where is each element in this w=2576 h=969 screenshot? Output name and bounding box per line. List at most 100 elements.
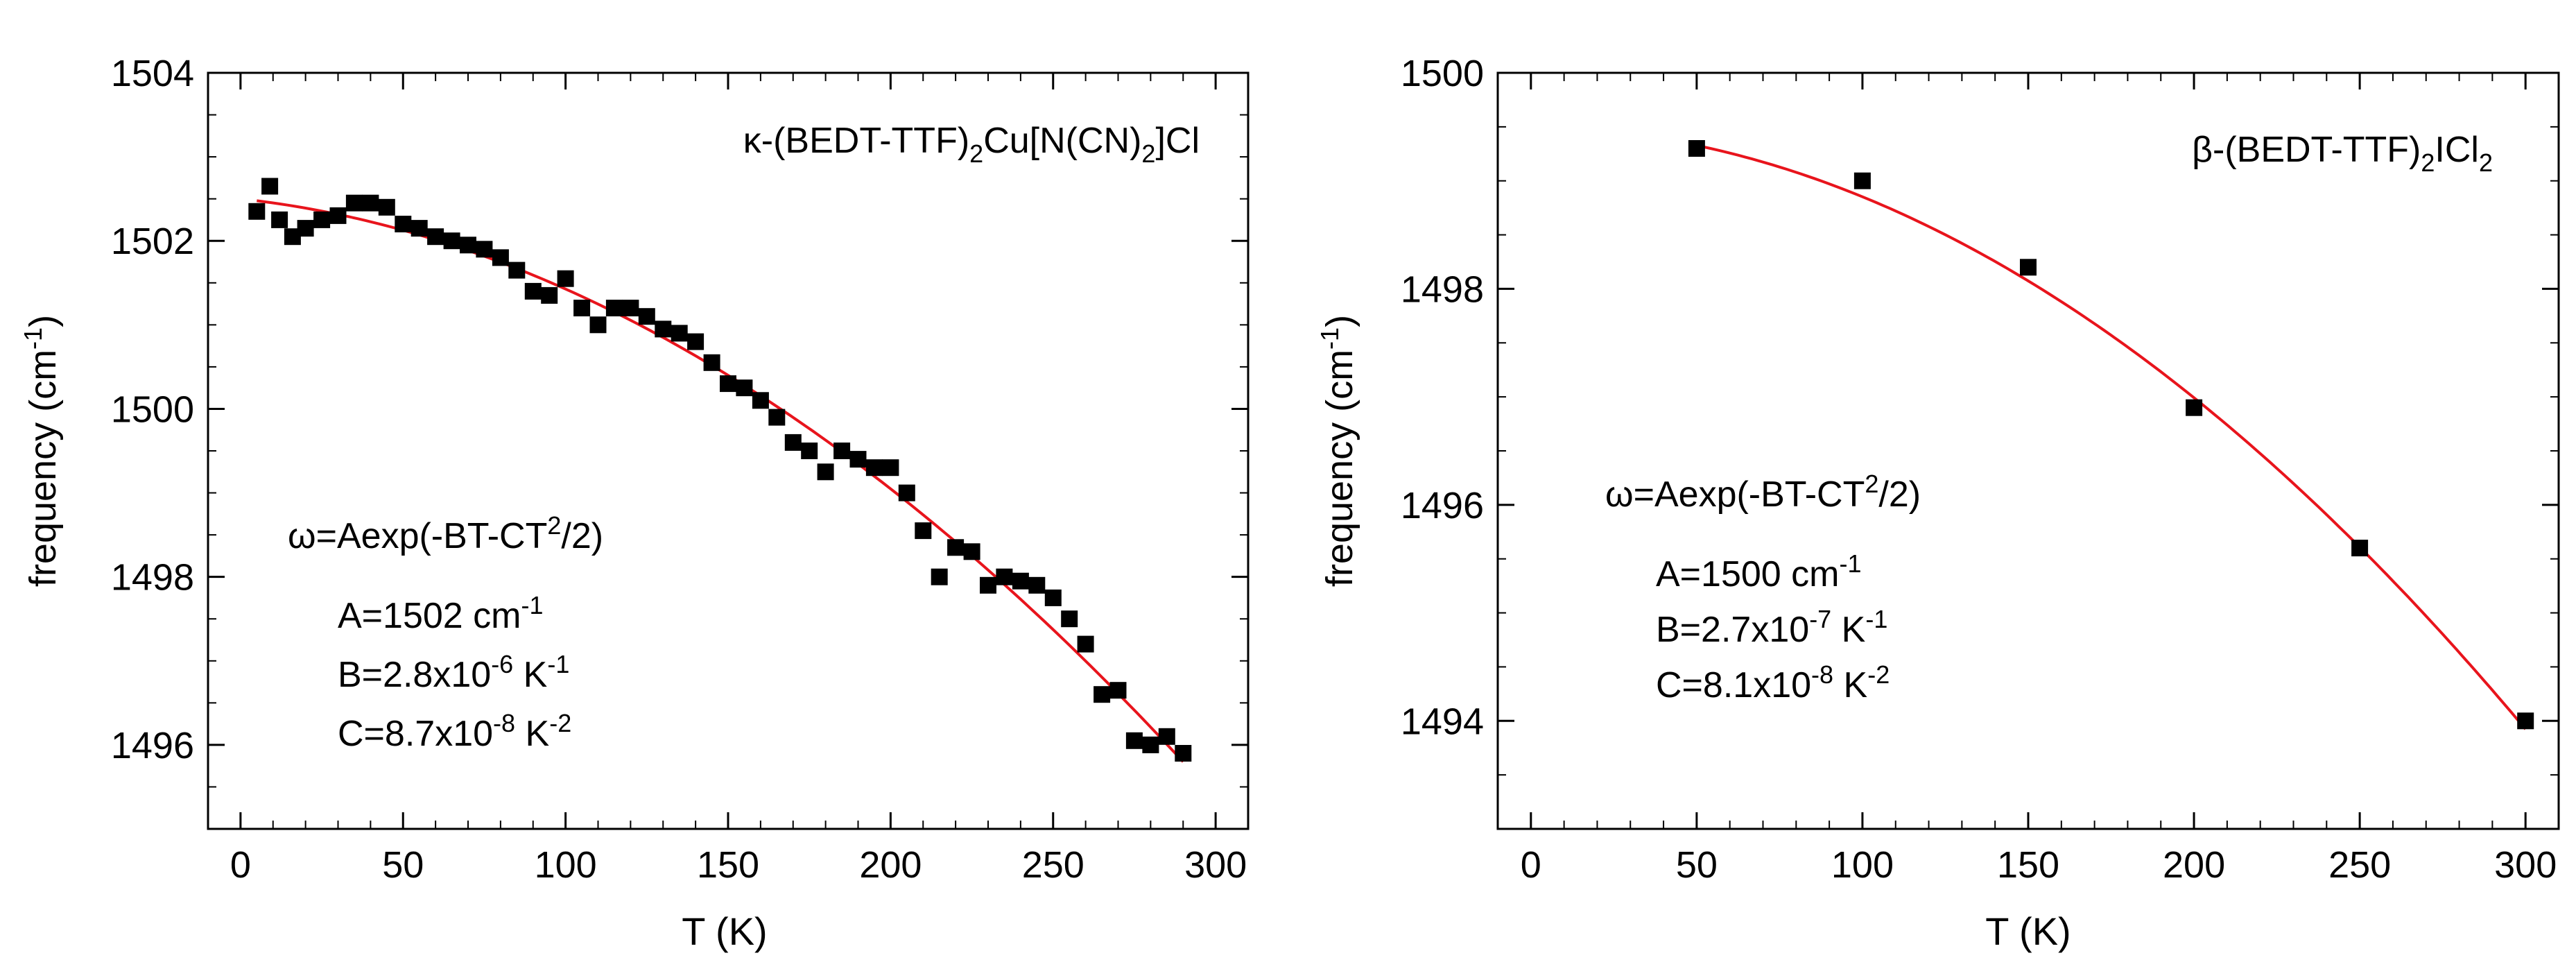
x-tick-label: 50	[382, 844, 424, 886]
formula-sup: 2	[547, 511, 561, 540]
y-tick-label: 1498	[111, 557, 194, 599]
formula-base: ω=Aexp(-BT-CT	[288, 516, 547, 556]
y-tick-label: 1494	[1401, 701, 1484, 742]
data-point	[313, 211, 331, 228]
x-tick-label: 100	[535, 844, 597, 886]
plot-frame-right	[1496, 71, 2560, 830]
chart-panel-left: 0 50 100 150 200 250 300 1496 1498 1500 1502 1504 κ…	[19, 53, 1250, 953]
chart-title-left: κ-(BEDT-TTF)2Cu[N(CN)2]Cl	[743, 121, 1200, 168]
data-point	[720, 375, 736, 393]
x-tick-label: 250	[2328, 844, 2391, 886]
data-point	[427, 228, 444, 246]
data-point	[329, 207, 347, 224]
data-point	[833, 443, 851, 459]
data-point	[671, 325, 688, 342]
data-point	[736, 379, 753, 397]
x-tick-label: 300	[1184, 844, 1247, 886]
data-point	[1061, 610, 1078, 628]
data-point	[1853, 172, 1871, 189]
data-point	[817, 463, 834, 481]
data-point	[248, 203, 266, 220]
title-subscript: 2	[1141, 139, 1155, 168]
data-point	[996, 568, 1013, 585]
y-axis-label-left: frequency (cm-1)	[19, 315, 64, 587]
data-point	[898, 484, 915, 501]
tick-labels-left: 0 50 100 150 200 250 300 1496 1498 1500 1502 1504	[111, 53, 1247, 886]
data-point	[1125, 732, 1143, 749]
data-point	[589, 316, 607, 334]
data-point	[687, 333, 704, 350]
data-point	[849, 451, 867, 468]
x-tick-label: 250	[1022, 844, 1084, 886]
formula-sup: 2	[1865, 470, 1878, 498]
data-point	[1688, 140, 1705, 157]
data-point	[931, 568, 948, 585]
fit-param-b-left: B=2.8x10-6 K-1	[338, 650, 569, 695]
y-tick-label: 1496	[1401, 485, 1484, 526]
data-point	[524, 282, 542, 300]
data-point	[261, 178, 279, 195]
x-tick-label: 200	[2163, 844, 2225, 886]
data-point	[865, 459, 883, 477]
data-point	[882, 459, 899, 477]
fit-param-c-left: C=8.7x10-8 K-2	[338, 709, 571, 754]
title-part: β-(BEDT-TTF)	[2192, 130, 2421, 170]
y-tick-label: 1504	[111, 53, 194, 94]
data-points-left	[248, 178, 1192, 762]
data-point	[557, 270, 574, 287]
data-point	[947, 539, 965, 556]
x-tick-label: 150	[697, 844, 759, 886]
data-point	[980, 576, 996, 594]
title-subscript: 2	[969, 139, 983, 168]
data-point	[1028, 576, 1046, 594]
formula-base: ω=Aexp(-BT-CT	[1605, 474, 1865, 515]
data-point	[2020, 259, 2037, 276]
tick-labels-right: 0 50 100 150 200 250 300 1494 1496 1498 1500	[1401, 53, 2557, 886]
y-tick-label: 1496	[111, 725, 194, 766]
data-point	[508, 261, 526, 279]
data-point	[2186, 399, 2203, 416]
data-point	[2351, 540, 2369, 557]
title-part: Cu[N(CN)	[983, 121, 1141, 161]
data-point	[362, 194, 379, 212]
title-part: ICl	[2435, 130, 2479, 170]
title-subscript: 2	[2479, 148, 2493, 177]
data-point	[655, 320, 672, 338]
fit-formula-right: ω=Aexp(-BT-CT2/2)	[1605, 470, 1921, 515]
data-points-right	[1688, 140, 2534, 730]
data-point	[443, 232, 460, 250]
data-point	[410, 220, 428, 237]
data-point	[752, 392, 769, 409]
data-point	[378, 198, 395, 216]
fit-formula-left: ω=Aexp(-BT-CT2/2)	[288, 511, 603, 556]
data-point	[1158, 728, 1175, 745]
data-point	[2517, 712, 2534, 730]
data-point	[476, 241, 493, 258]
data-point	[1142, 736, 1159, 753]
title-part: κ-(BEDT-TTF)	[743, 121, 969, 161]
x-tick-label: 300	[2494, 844, 2557, 886]
y-tick-label: 1498	[1401, 268, 1484, 310]
y-tick-label: 1500	[1401, 53, 1484, 94]
y-tick-label: 1502	[111, 221, 194, 262]
data-point	[395, 216, 412, 232]
data-point	[1044, 589, 1062, 606]
fit-param-a-left: A=1502 cm-1	[338, 591, 544, 636]
chart-title-right: β-(BEDT-TTF)2ICl2	[2192, 130, 2493, 177]
fit-curve	[1696, 144, 2527, 730]
x-tick-label: 0	[230, 844, 251, 886]
data-point	[1109, 682, 1127, 699]
data-point	[1175, 745, 1192, 762]
data-point	[703, 354, 720, 371]
x-tick-label: 100	[1831, 844, 1894, 886]
data-point	[345, 194, 363, 212]
data-point	[1077, 635, 1094, 653]
data-point	[1093, 686, 1111, 703]
data-point	[638, 308, 655, 325]
data-point	[768, 409, 786, 426]
chart-panel-right: 0 50 100 150 200 250 300 1494 1496 1498 1500 β-(BE…	[1315, 53, 2560, 953]
data-point	[460, 237, 476, 254]
y-axis-label-right: frequency (cm-1)	[1315, 315, 1360, 587]
x-tick-label: 200	[859, 844, 922, 886]
